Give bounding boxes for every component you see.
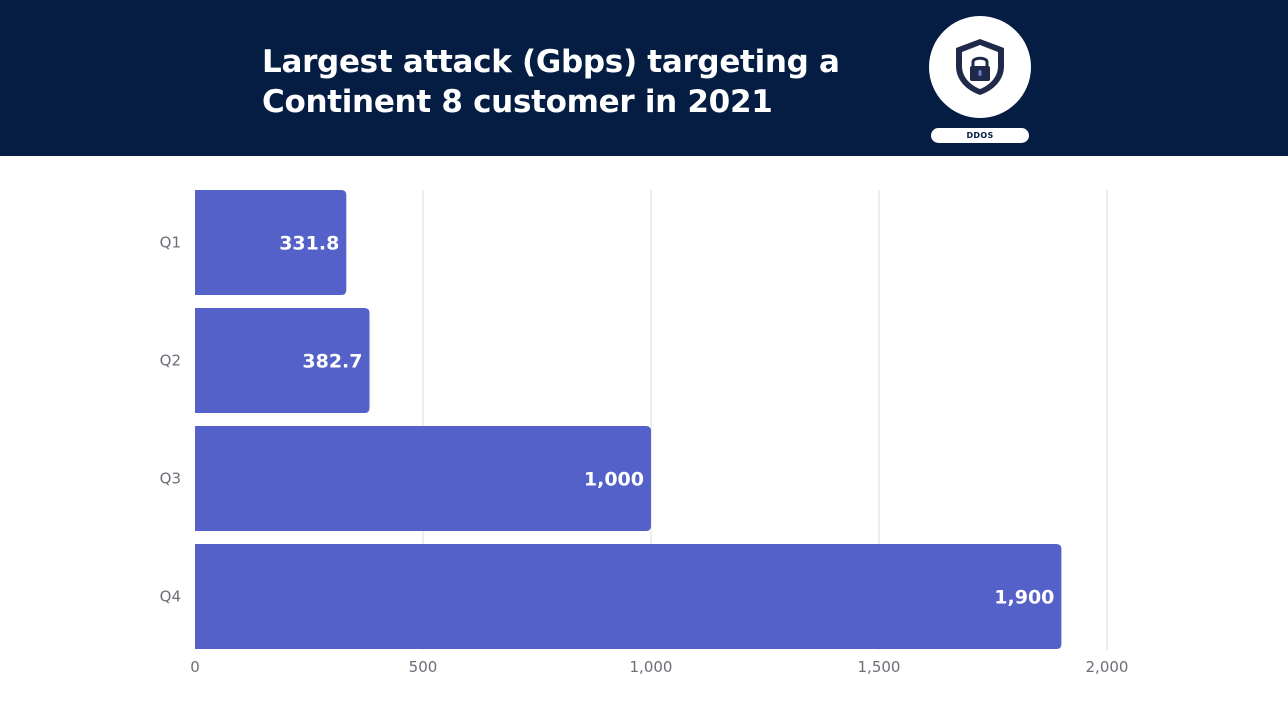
bar-value-label: 382.7	[302, 351, 362, 373]
bar-value-label: 1,000	[584, 469, 644, 491]
x-tick-label: 1,500	[858, 658, 901, 676]
x-axis-tick-labels: 0 500 1,000 1,500 2,000	[190, 658, 1128, 676]
bar-value-label: 331.8	[279, 233, 339, 255]
x-tick-label: 500	[409, 658, 438, 676]
category-label: Q1	[160, 234, 181, 252]
bar-chart: 331.8 382.7 1,000 1,900 Q1 Q2 Q3 Q4 0 500 1,000 1…	[160, 190, 1128, 676]
x-tick-label: 0	[190, 658, 200, 676]
chart-title: Largest attack (Gbps) targeting a Contin…	[262, 42, 840, 122]
bar-q3	[195, 426, 651, 531]
x-tick-label: 1,000	[630, 658, 673, 676]
bar-q1	[195, 190, 347, 295]
category-label: Q2	[160, 352, 181, 370]
category-label: Q4	[160, 588, 181, 606]
header-banner: Largest attack (Gbps) targeting a Contin…	[0, 0, 1288, 156]
bars: 331.8 382.7 1,000 1,900	[195, 190, 1062, 649]
bar-q2	[195, 308, 370, 413]
shield-lock-badge	[929, 16, 1031, 118]
category-label: Q3	[160, 470, 181, 488]
ddos-badge-label: DDOS	[931, 128, 1029, 143]
bar-q4	[195, 544, 1062, 649]
chart-title-line-1: Largest attack (Gbps) targeting a	[262, 44, 840, 80]
chart-title-line-2: Continent 8 customer in 2021	[262, 84, 773, 120]
x-tick-label: 2,000	[1086, 658, 1129, 676]
category-labels: Q1 Q2 Q3 Q4	[160, 234, 181, 606]
shield-lock-icon	[956, 39, 1004, 95]
bar-value-label: 1,900	[994, 587, 1054, 609]
